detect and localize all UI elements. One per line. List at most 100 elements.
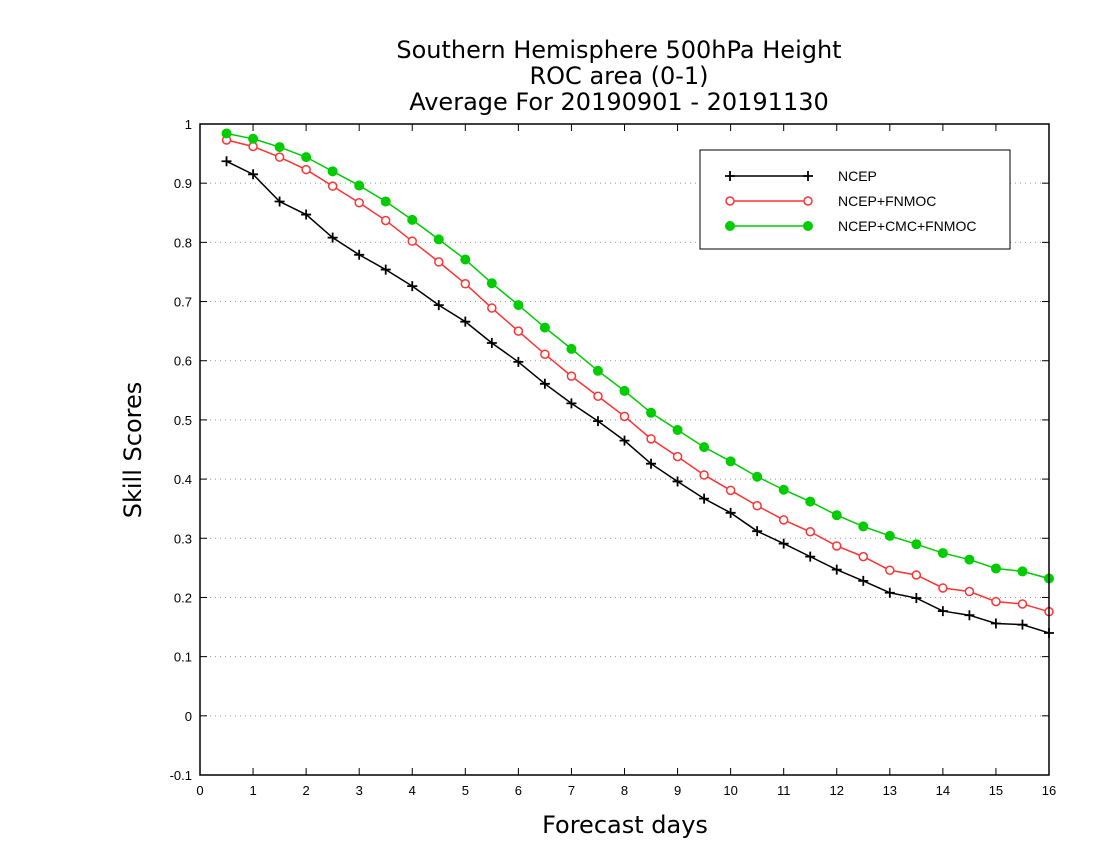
data-point xyxy=(832,541,842,551)
data-point xyxy=(487,303,497,313)
chart-title-line-1: Southern Hemisphere 500hPa Height xyxy=(396,36,841,64)
y-axis-ticks: -0.1 0 0.1 0.2 0.3 0.4 0.5 0.6 0.7 0.8 0.9 1 xyxy=(170,117,1049,783)
x-tick-label: 9 xyxy=(674,783,681,798)
data-point xyxy=(354,197,364,208)
x-tick-label: 2 xyxy=(303,783,310,798)
y-tick-label: 0.5 xyxy=(174,413,192,428)
data-point xyxy=(699,442,710,453)
data-point xyxy=(433,234,444,245)
data-point xyxy=(566,371,577,381)
legend: NCEP NCEP+FNMOC NCEP+CMC+FNMOC xyxy=(699,149,1011,250)
data-point xyxy=(964,610,975,621)
data-point xyxy=(380,215,391,226)
data-point xyxy=(831,564,842,575)
y-tick-label: 1 xyxy=(185,117,192,132)
x-tick-label: 14 xyxy=(936,783,950,798)
data-point xyxy=(434,257,444,267)
x-tick-label: 1 xyxy=(249,783,256,798)
data-point xyxy=(513,326,524,336)
data-point xyxy=(460,254,471,265)
data-point xyxy=(964,554,975,565)
y-tick-label: 0.8 xyxy=(174,235,192,250)
data-point xyxy=(858,551,869,562)
x-tick-label: 15 xyxy=(989,783,1003,798)
x-axis-title: Forecast days xyxy=(542,811,708,839)
data-point xyxy=(327,181,338,191)
y-tick-label: 0.7 xyxy=(174,295,192,310)
data-point xyxy=(752,500,762,511)
data-point xyxy=(566,398,577,409)
data-point xyxy=(327,166,338,177)
data-point xyxy=(539,378,550,389)
x-tick-label: 4 xyxy=(409,783,416,798)
x-tick-label: 6 xyxy=(515,783,522,798)
data-point xyxy=(725,171,735,181)
data-point xyxy=(539,322,550,333)
legend-entry: NCEP+CMC+FNMOC xyxy=(725,218,976,234)
data-point xyxy=(354,249,365,260)
data-point xyxy=(937,606,948,617)
data-point xyxy=(274,196,285,207)
legend-entry: NCEP+FNMOC xyxy=(725,193,936,209)
data-point xyxy=(672,424,683,435)
data-point xyxy=(619,435,630,446)
data-point xyxy=(592,365,603,376)
data-point xyxy=(540,349,550,359)
data-point xyxy=(884,587,895,598)
data-point xyxy=(380,196,391,207)
series-lines xyxy=(221,128,1054,638)
data-point xyxy=(513,356,524,367)
legend-label: NCEP+FNMOC xyxy=(838,193,936,209)
chart-title-line-3: Average For 20190901 - 20191130 xyxy=(409,88,829,116)
series-ncep-cmc-fnmoc xyxy=(221,128,1054,584)
data-point xyxy=(407,236,417,246)
data-point xyxy=(725,456,736,467)
data-point xyxy=(778,515,789,525)
data-point xyxy=(407,281,418,292)
data-point xyxy=(354,180,365,191)
x-tick-label: 0 xyxy=(196,783,203,798)
data-point xyxy=(725,485,736,496)
data-point xyxy=(619,411,630,422)
data-point xyxy=(911,593,922,604)
data-point xyxy=(1017,599,1028,609)
data-point xyxy=(991,596,1001,607)
y-tick-label: 0.3 xyxy=(174,531,192,546)
data-point xyxy=(221,128,232,139)
data-point xyxy=(301,152,312,163)
data-point xyxy=(566,343,577,354)
y-tick-label: 0.2 xyxy=(174,590,192,605)
y-tick-label: 0.9 xyxy=(174,176,192,191)
plot-frame xyxy=(199,123,1050,776)
y-tick-label: 0.6 xyxy=(174,354,192,369)
data-point xyxy=(460,279,471,289)
x-tick-label: 10 xyxy=(723,783,737,798)
data-point xyxy=(301,164,311,175)
data-point xyxy=(486,337,497,348)
chart-title: Southern Hemisphere 500hPa Height ROC ar… xyxy=(396,36,841,116)
data-point xyxy=(911,570,922,580)
data-point xyxy=(964,586,975,597)
data-point xyxy=(221,156,232,167)
data-point xyxy=(619,385,630,396)
data-point xyxy=(593,391,603,401)
data-point xyxy=(990,563,1001,574)
legend-entry: NCEP xyxy=(725,168,877,184)
data-point xyxy=(938,583,948,593)
data-point xyxy=(1017,619,1028,630)
y-tick-label: 0.1 xyxy=(174,650,192,665)
data-point xyxy=(460,316,471,327)
data-point xyxy=(884,530,895,541)
data-point xyxy=(1017,566,1028,577)
data-point xyxy=(248,133,259,144)
data-point xyxy=(778,538,789,549)
data-point xyxy=(805,551,816,562)
series-ncep-fnmoc xyxy=(221,135,1054,617)
data-point xyxy=(646,434,656,444)
data-point xyxy=(858,575,869,586)
data-point xyxy=(831,510,842,521)
data-point xyxy=(327,232,338,243)
x-tick-label: 11 xyxy=(777,783,791,798)
data-point xyxy=(486,278,497,289)
